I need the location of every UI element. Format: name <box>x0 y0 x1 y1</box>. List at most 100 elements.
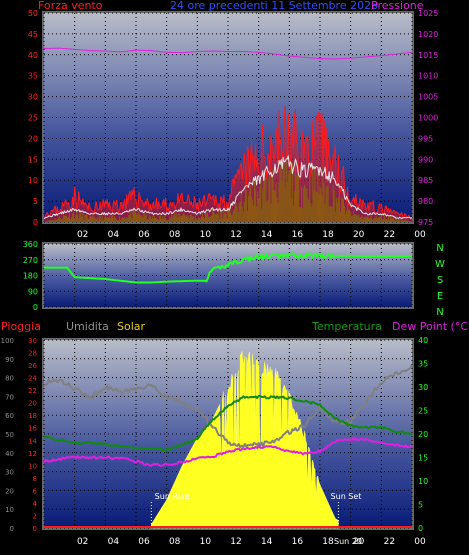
rain-y-tick-label: 30 <box>28 337 37 345</box>
rain-y-tick-label: 24 <box>28 375 37 383</box>
humidity-y-tick-label: 20 <box>5 487 14 495</box>
climate-panel-x-tick-label: 02 <box>77 537 88 547</box>
rain-y-tick-label: 28 <box>28 350 37 358</box>
humidity-y-tick-label: 70 <box>5 393 14 401</box>
wind-average-line <box>43 155 413 219</box>
rain-label: Pioggia <box>1 320 41 333</box>
direction-y-tick-label: 360 <box>23 240 38 249</box>
wind-gust-line <box>43 105 412 220</box>
pressure-y-tick-label: 1025 <box>418 9 438 18</box>
temperature-line <box>43 394 413 452</box>
wind-panel-x-tick-label: 18 <box>322 230 334 240</box>
wind-panel-x-tick-label: 10 <box>200 230 212 240</box>
humidity-y-tick-label: 50 <box>5 431 14 439</box>
humidity-y-tick-label: 40 <box>5 450 14 458</box>
rain-y-tick-label: 16 <box>28 425 37 433</box>
chart-period-title: 24 ore precedenti 11 Settembre 2023 <box>170 0 379 12</box>
pressure-y-tick-label: 1000 <box>418 114 438 123</box>
humidity-y-tick-label: 80 <box>5 375 14 383</box>
rain-y-tick-label: 6 <box>33 487 38 495</box>
wind-panel-x-tick-label: 16 <box>292 230 304 240</box>
pressure-y-tick-label: 1015 <box>418 51 438 60</box>
temperature-label: Temperatura <box>312 320 382 333</box>
wind-panel-x-tick-label: 22 <box>384 230 395 240</box>
humidity-y-tick-label: 30 <box>5 469 14 477</box>
wind-panel-x-tick-label: 00 <box>414 230 426 240</box>
climate-panel-x-tick-label: 16 <box>292 537 304 547</box>
rain-y-tick-label: 20 <box>28 400 37 408</box>
solar-label: Solar <box>117 320 146 333</box>
wind-panel-x-tick-label: 08 <box>169 230 181 240</box>
temperature-y-tick-label: 20 <box>418 430 428 439</box>
pressure-y-tick-label: 980 <box>418 197 433 206</box>
humidity-label: Umidita <box>66 320 109 333</box>
rain-y-tick-label: 0 <box>33 525 37 533</box>
climate-panel-x-tick-label: 00 <box>414 537 426 547</box>
rain-y-tick-label: 10 <box>28 462 37 470</box>
direction-compass-letter: W <box>435 259 445 270</box>
pressure-y-tick-label: 1010 <box>418 72 438 81</box>
rain-y-tick-label: 26 <box>28 362 37 370</box>
direction-panel-frame <box>42 242 414 309</box>
dewpoint-line <box>43 437 413 467</box>
temperature-y-tick-label: 30 <box>418 383 428 392</box>
wind-panel-x-tick-label: 02 <box>77 230 88 240</box>
temperature-y-tick-label: 0 <box>418 524 423 533</box>
climate-panel-x-tick-label: 12 <box>230 537 241 547</box>
rain-y-tick-label: 2 <box>33 512 37 520</box>
solar-area <box>151 351 339 529</box>
pressure-y-tick-label: 990 <box>418 155 433 164</box>
wind-y-tick-label: 40 <box>28 51 38 60</box>
temperature-y-tick-label: 40 <box>418 336 428 345</box>
pressure-line <box>43 47 413 60</box>
climate-panel-x-tick-label: 10 <box>200 537 212 547</box>
temperature-y-tick-label: 5 <box>418 501 423 510</box>
humidity-y-tick-label: 90 <box>5 356 14 364</box>
sunrise-label: Sun Rise <box>155 492 190 501</box>
temperature-y-tick-label: 35 <box>418 360 428 369</box>
rain-y-tick-label: 22 <box>28 387 37 395</box>
wind-y-tick-label: 25 <box>28 114 38 123</box>
climate-panel-x-tick-label: 14 <box>261 537 273 547</box>
wind-panel-frame <box>42 11 414 224</box>
pressure-y-tick-label: 975 <box>418 218 433 227</box>
temperature-y-tick-label: 25 <box>418 407 428 416</box>
humidity-y-tick-label: 0 <box>10 525 14 533</box>
rain-y-tick-label: 18 <box>28 412 37 420</box>
wind-y-tick-label: 10 <box>28 176 38 185</box>
direction-y-tick-label: 0 <box>33 303 38 312</box>
temperature-y-tick-label: 15 <box>418 454 428 463</box>
climate-panel-x-tick-label: 18 <box>322 537 334 547</box>
wind-y-tick-label: 15 <box>28 155 38 164</box>
wind-y-tick-label: 50 <box>28 9 38 18</box>
wind-y-tick-label: 30 <box>28 93 38 102</box>
humidity-y-tick-label: 10 <box>5 506 14 514</box>
climate-panel-frame <box>42 338 414 530</box>
direction-y-tick-label: 270 <box>23 256 38 265</box>
pressure-y-tick-label: 1020 <box>418 30 438 39</box>
wind-y-tick-label: 5 <box>33 197 38 206</box>
wind-y-tick-label: 45 <box>28 30 38 39</box>
direction-compass-letter: E <box>437 291 443 302</box>
wind-panel-x-tick-label: 06 <box>138 230 150 240</box>
wind-panel-x-tick-label: 12 <box>230 230 241 240</box>
climate-panel-x-tick-label: 04 <box>108 537 120 547</box>
climate-panel-x-tick-label: 22 <box>384 537 395 547</box>
humidity-y-tick-label: 100 <box>1 337 14 345</box>
wind-y-tick-label: 20 <box>28 134 38 143</box>
pressure-y-tick-label: 985 <box>418 176 433 185</box>
direction-compass-letter: N <box>436 307 443 318</box>
wind-force-title: Forza vento <box>38 0 103 12</box>
humidity-y-tick-label: 60 <box>5 412 14 420</box>
pressure-y-tick-label: 1005 <box>418 93 438 102</box>
direction-y-tick-label: 90 <box>28 287 38 296</box>
wind-panel-x-tick-label: 14 <box>261 230 273 240</box>
sunset-label: Sun Set <box>331 492 362 501</box>
wind-y-tick-label: 0 <box>33 218 38 227</box>
rain-y-tick-label: 14 <box>28 437 37 445</box>
climate-panel-x-tick-label: 06 <box>138 537 150 547</box>
dewpoint-label: Dew Point (°C) <box>392 320 469 333</box>
wind-panel-x-tick-label: 20 <box>353 230 365 240</box>
